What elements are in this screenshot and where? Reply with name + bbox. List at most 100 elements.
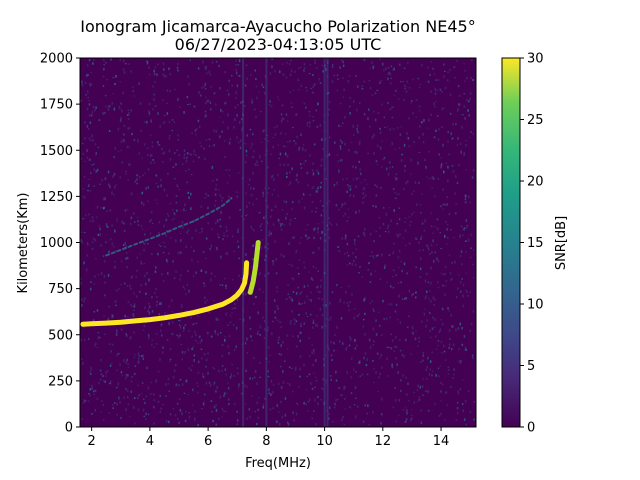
noise-speck [187,348,190,352]
noise-speck [330,341,332,344]
noise-speck [83,300,85,303]
noise-speck [299,339,301,343]
noise-speck [148,302,150,305]
noise-speck [258,273,261,276]
noise-speck [470,247,472,249]
noise-speck [456,60,458,62]
noise-speck [411,193,413,195]
noise-speck [244,142,247,145]
noise-speck [162,160,164,163]
noise-speck [225,410,227,413]
noise-speck [425,390,427,392]
noise-speck [364,352,367,355]
noise-speck [371,251,373,253]
noise-speck [164,74,166,78]
noise-speck [421,193,423,195]
noise-speck [231,312,233,314]
noise-speck [185,170,187,172]
noise-speck [235,59,237,62]
noise-speck [435,335,437,338]
noise-speck [188,415,191,419]
noise-speck [127,146,130,148]
noise-speck [140,355,143,357]
noise-speck [171,310,173,313]
noise-speck [189,59,191,61]
noise-speck [406,272,408,275]
noise-speck [452,123,454,126]
noise-speck [86,124,89,128]
noise-speck [228,141,231,145]
noise-speck [183,392,186,394]
noise-speck [119,118,122,122]
noise-speck [234,307,237,309]
noise-speck [328,318,331,321]
noise-speck [357,85,359,88]
noise-speck [407,382,409,385]
noise-speck [224,339,226,342]
noise-speck [231,307,233,310]
noise-speck [437,286,440,289]
noise-speck [184,420,187,422]
noise-speck [218,369,220,373]
noise-speck [146,61,149,65]
noise-speck [399,233,401,236]
noise-speck [281,117,284,121]
noise-speck [271,193,273,196]
noise-speck [146,60,148,62]
noise-speck [431,327,434,330]
noise-speck [102,375,104,377]
noise-speck [177,252,180,255]
noise-speck [349,96,351,99]
noise-speck [90,281,92,283]
noise-speck [127,179,129,181]
noise-speck [300,66,302,68]
noise-speck [420,238,422,240]
noise-speck [155,182,158,185]
noise-speck [102,207,105,210]
noise-speck [284,413,287,417]
noise-speck [469,92,472,95]
interference-band [323,58,326,427]
noise-speck [166,231,168,233]
noise-speck [464,117,466,120]
noise-speck [439,365,442,367]
noise-speck [188,82,190,86]
noise-speck [253,229,255,232]
noise-speck [253,357,255,359]
noise-speck [262,405,265,409]
noise-speck [184,351,186,354]
noise-speck [157,112,159,115]
noise-speck [303,322,305,325]
noise-speck [456,407,459,410]
noise-speck [109,343,111,346]
noise-speck [283,255,285,258]
noise-speck [139,253,141,255]
noise-speck [252,244,254,247]
noise-speck [395,336,397,339]
noise-speck [349,112,351,115]
noise-speck [392,106,394,108]
noise-speck [255,78,257,80]
noise-speck [129,222,132,225]
noise-speck [328,109,331,111]
noise-speck [297,88,300,91]
noise-speck [298,386,300,388]
noise-speck [357,235,360,238]
noise-speck [473,401,476,403]
noise-speck [379,187,382,189]
noise-speck [429,311,431,315]
noise-speck [127,114,129,116]
noise-speck [114,402,116,404]
noise-speck [186,156,188,159]
noise-speck [307,284,309,288]
noise-speck [287,423,290,426]
noise-speck [196,128,198,130]
noise-speck [312,266,315,268]
noise-speck [458,348,460,351]
noise-speck [331,291,334,294]
noise-speck [399,349,402,352]
noise-speck [127,403,130,406]
noise-speck [418,241,420,244]
noise-speck [388,207,391,209]
noise-speck [267,243,270,245]
